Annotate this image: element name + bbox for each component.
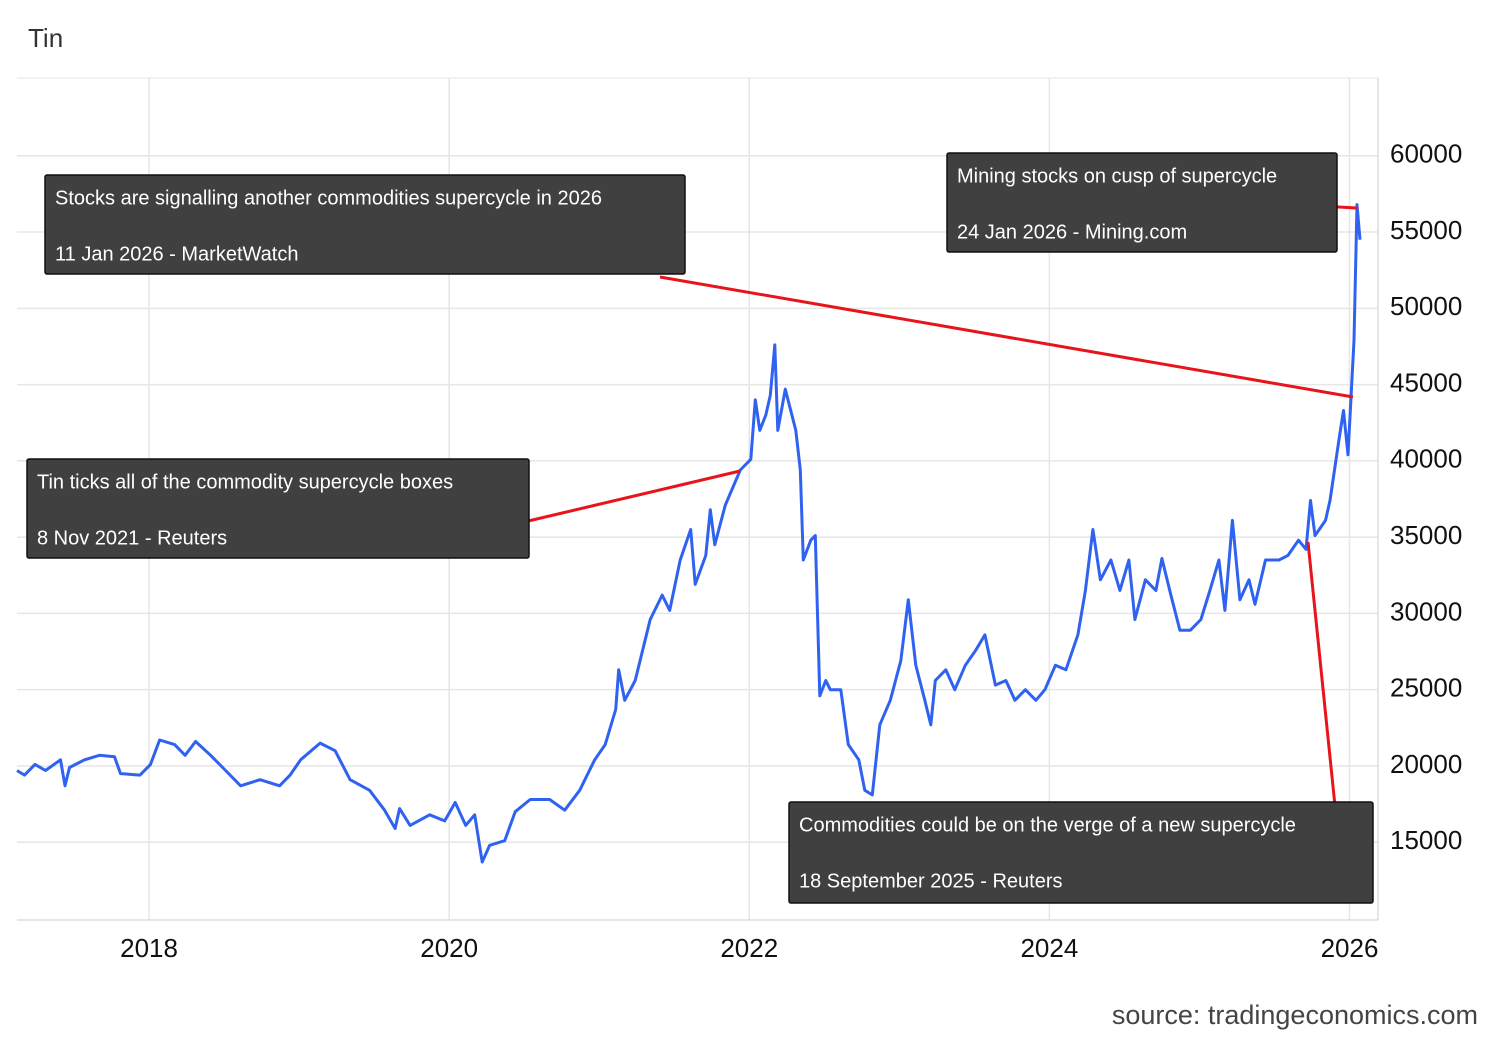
y-tick-label: 30000 [1390,596,1462,626]
y-tick-label: 40000 [1390,444,1462,474]
annotation-leader [659,275,1354,399]
annotation-source: 24 Jan 2026 - Mining.com [957,221,1187,243]
annotation-leader [1306,541,1337,807]
y-tick-label: 60000 [1390,139,1462,169]
y-tick-label: 15000 [1390,825,1462,855]
annotation-box [26,458,530,559]
y-tick-label: 35000 [1390,520,1462,550]
annotation-source: 11 Jan 2026 - MarketWatch [55,243,298,265]
annotation-text: Tin ticks all of the commodity supercycl… [37,471,453,493]
annotation-box [788,801,1374,904]
y-tick-label: 50000 [1390,291,1462,321]
y-tick-label: 25000 [1390,673,1462,703]
price-line [16,203,1362,864]
annotation-box [44,174,686,275]
x-tick-label: 2026 [1321,933,1379,963]
source: source: tradingeconomics.com [1112,1000,1478,1030]
annotation-leader [523,469,741,524]
annotation-text: Stocks are signalling another commoditie… [55,187,602,209]
annotation-source: 18 September 2025 - Reuters [799,870,1063,892]
x-tick-label: 2022 [720,933,778,963]
x-tick-label: 2018 [120,933,178,963]
y-tick-label: 55000 [1390,215,1462,245]
chart-title: Tin [28,23,63,53]
x-tick-label: 2020 [420,933,478,963]
annotation-box [946,152,1338,253]
annotation-text: Mining stocks on cusp of supercycle [957,165,1277,187]
y-tick-label: 45000 [1390,367,1462,397]
x-tick-label: 2024 [1020,933,1078,963]
y-tick-label: 20000 [1390,749,1462,779]
annotation-source: 8 Nov 2021 - Reuters [37,527,227,549]
annotation-text: Commodities could be on the verge of a n… [799,814,1296,836]
